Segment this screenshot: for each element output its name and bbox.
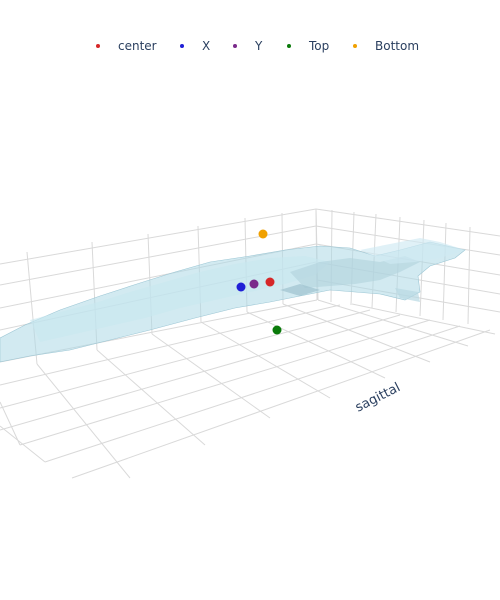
grid-line [36, 363, 131, 479]
grid-line [200, 321, 331, 399]
legend-top-label: Top [309, 39, 330, 53]
marker-x[interactable] [236, 282, 246, 292]
legend-item-y[interactable]: Y [233, 36, 262, 56]
grid-line [44, 325, 461, 463]
legend-item-x[interactable]: X [180, 36, 210, 56]
legend-item-center[interactable]: center [96, 36, 157, 56]
grid-line [442, 222, 447, 321]
legend-y-marker [233, 44, 237, 48]
surface-mesh [0, 238, 466, 363]
grid-line [351, 303, 496, 335]
grid-line [0, 401, 21, 446]
legend-item-bottom[interactable]: Bottom [353, 36, 419, 56]
legend-bottom-label: Bottom [375, 39, 420, 53]
grid-line [0, 304, 341, 386]
grid-line [0, 309, 371, 409]
grid-line [151, 333, 271, 419]
data-markers [236, 229, 282, 335]
grid-line [282, 303, 431, 363]
chart-legend: center X Y Top Bottom [0, 36, 500, 56]
grid-line [317, 299, 469, 347]
grid-line [19, 319, 431, 446]
legend-x-label: X [202, 39, 211, 53]
grid-line [315, 208, 500, 237]
legend-center-marker [96, 44, 100, 48]
grid-line [71, 329, 491, 479]
axis-title-sagittal: sagittal [353, 380, 403, 415]
legend-bottom-marker [353, 44, 357, 48]
legend-y-label: Y [255, 39, 263, 53]
marker-top[interactable] [272, 325, 282, 335]
marker-bottom[interactable] [258, 229, 268, 239]
grid-line [96, 349, 206, 446]
grid-line [0, 314, 401, 431]
legend-item-top[interactable]: Top [287, 36, 329, 56]
grid-line [0, 208, 317, 265]
grid-line [0, 425, 46, 463]
legend-center-label: center [118, 39, 157, 53]
marker-center[interactable] [265, 277, 275, 287]
marker-y[interactable] [249, 279, 259, 289]
grid-line [246, 311, 386, 379]
legend-top-marker [287, 44, 291, 48]
legend-x-marker [180, 44, 184, 48]
grid-line [467, 226, 471, 325]
